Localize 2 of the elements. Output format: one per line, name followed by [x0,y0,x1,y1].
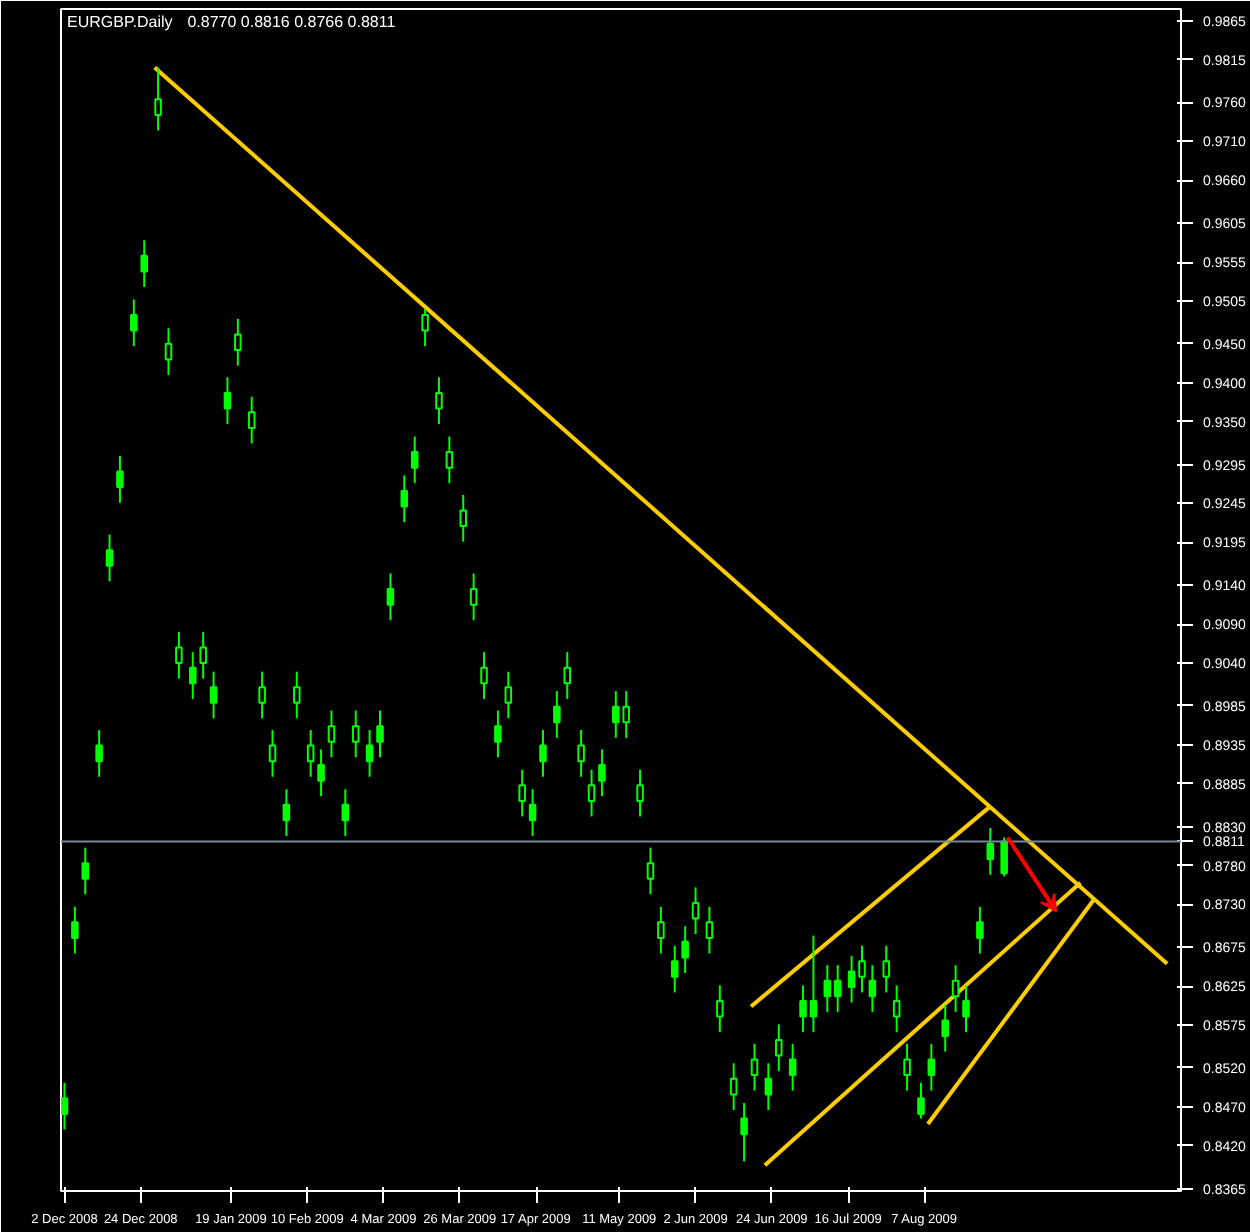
chart-subtitle: 0.8770 0.8816 0.8766 0.8811 [187,13,397,31]
chart-title: EURGBP.Daily [67,13,173,31]
